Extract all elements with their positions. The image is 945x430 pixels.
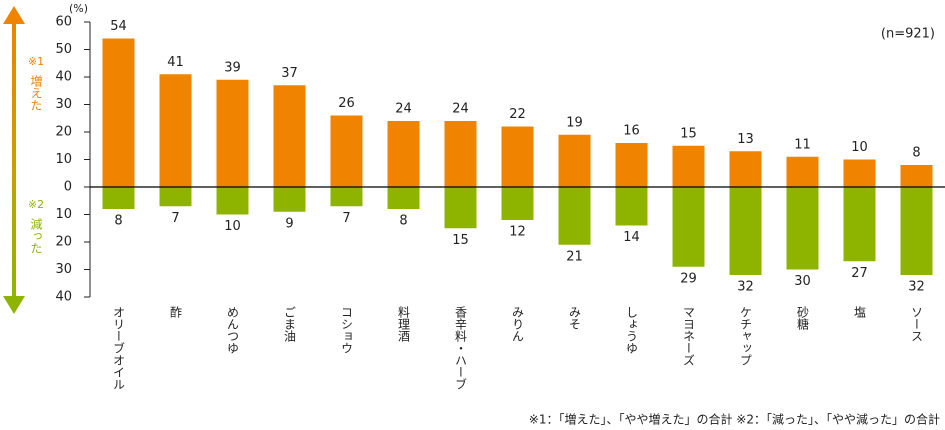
axis-arrow-shaft [12,20,16,300]
bar [273,85,306,187]
value-label: 27 [851,266,868,281]
value-label: 32 [908,280,925,295]
bar [729,151,762,187]
value-label: 30 [794,274,811,289]
bar [501,187,534,220]
value-label: 8 [114,214,122,229]
value-label: 24 [452,102,469,117]
y-tick-label: 60 [55,15,72,30]
y-tick-label: 20 [55,235,72,250]
value-label: 8 [912,146,920,161]
x-tick-label: みそ [568,306,582,330]
value-label: 7 [171,211,179,226]
x-tick-label: 塩 [853,305,867,318]
value-label: 41 [167,55,184,70]
bar [729,187,762,275]
value-label: 26 [338,96,355,111]
arrow-head-up [3,6,25,24]
value-label: 12 [509,225,526,240]
bar [216,79,249,187]
value-label: 54 [110,19,127,34]
bar [786,187,819,270]
x-tick-label: 料理酒 [397,306,411,342]
bar [843,159,876,187]
bar [444,121,477,187]
x-tick-label: 酢 [169,305,183,318]
value-label: 21 [566,249,583,264]
bar [216,187,249,215]
bar [159,187,192,207]
annotation-text: 増えた [29,75,43,111]
value-label: 8 [399,214,407,229]
x-tick-label: ごま油 [283,306,297,342]
x-tick-label: めんつゆ [226,306,240,354]
bar [501,126,534,187]
bar [900,165,933,187]
value-label: 10 [224,219,241,234]
value-label: 16 [623,124,640,139]
bar [558,134,591,187]
value-label: 39 [224,60,241,75]
x-tick-label: オリーブオイル [112,306,126,390]
bar [444,187,477,229]
sample-note: (n=921) [881,27,935,42]
value-label: 10 [851,140,868,155]
bar [330,115,363,187]
annotation-mark: ※2 [28,198,44,211]
bar [102,187,135,209]
y-tick-label: 30 [55,97,72,112]
bar [159,74,192,187]
x-tick-label: マヨネーズ [682,306,696,366]
annotation-mark: ※1 [28,55,44,68]
x-tick-label: 香辛料・ハーブ [454,306,468,390]
x-tick-label: ソース [910,306,924,342]
value-label: 15 [452,233,469,248]
value-label: 19 [566,115,583,130]
y-unit-label: (%) [69,2,88,15]
value-label: 37 [281,66,298,81]
bar [273,187,306,212]
y-tick-label: 30 [55,262,72,277]
arrow-head-down [3,296,25,314]
y-tick-label: 10 [55,207,72,222]
value-label: 9 [285,216,293,231]
value-label: 13 [737,132,754,147]
bar [102,38,135,187]
x-tick-label: みりん [511,306,525,342]
bar [843,187,876,262]
y-tick-label: 20 [55,125,72,140]
bar [387,121,420,187]
x-tick-label: コショウ [340,306,354,354]
y-tick-label: 40 [55,290,72,305]
value-label: 32 [737,280,754,295]
value-label: 22 [509,107,526,122]
bar [900,187,933,275]
value-label: 14 [623,230,640,245]
bar [615,187,648,226]
x-tick-label: しょうゆ [625,306,639,354]
bar [615,143,648,187]
bar [387,187,420,209]
y-tick-label: 50 [55,42,72,57]
y-tick-label: 10 [55,152,72,167]
bar [330,187,363,207]
annotation-text: 減った [29,217,43,254]
value-label: 15 [680,126,697,141]
x-tick-label: 砂糖 [796,306,810,331]
value-label: 11 [794,137,811,152]
value-label: 7 [342,211,350,226]
footnote: ※1：「増えた」、「やや増えた」の合計 ※2：「減った」、「やや減った」の合計 [529,412,940,427]
bar [672,145,705,187]
bar [672,187,705,267]
value-label: 24 [395,102,412,117]
bar [786,156,819,187]
y-tick-label: 0 [64,180,72,195]
value-label: 29 [680,271,697,286]
x-tick-label: ケチャップ [739,306,753,366]
y-tick-label: 40 [55,70,72,85]
bar [558,187,591,245]
